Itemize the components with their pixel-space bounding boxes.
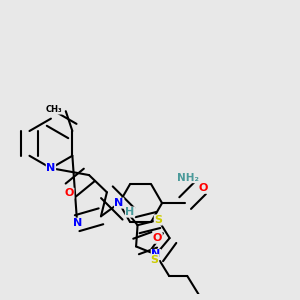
Text: N: N bbox=[73, 218, 82, 228]
Text: O: O bbox=[64, 188, 74, 198]
Text: S: S bbox=[154, 215, 162, 225]
Text: CH₃: CH₃ bbox=[46, 105, 62, 114]
Text: S: S bbox=[151, 255, 159, 265]
Text: N: N bbox=[115, 198, 124, 208]
Text: NH₂: NH₂ bbox=[178, 173, 200, 183]
Text: O: O bbox=[153, 233, 162, 243]
Text: N: N bbox=[151, 250, 160, 260]
Text: N: N bbox=[46, 163, 56, 173]
Text: H: H bbox=[125, 207, 135, 217]
Text: O: O bbox=[199, 183, 208, 193]
